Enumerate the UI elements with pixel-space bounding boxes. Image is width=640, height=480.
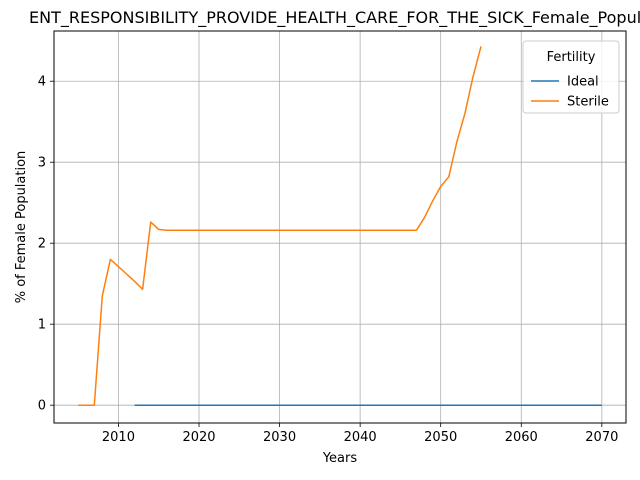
- series-line-sterile: [78, 46, 482, 406]
- x-tick-label: 2070: [585, 430, 618, 445]
- grid: [54, 31, 626, 423]
- x-tick-label: 2030: [263, 430, 296, 445]
- y-tick-label: 3: [38, 156, 46, 171]
- legend: Fertility Ideal Sterile: [522, 40, 620, 114]
- x-axis-label: Years: [322, 451, 358, 466]
- y-tick-label: 4: [38, 75, 46, 90]
- x-tick-label: 2020: [182, 430, 215, 445]
- legend-box: [522, 40, 620, 114]
- legend-entry: Sterile: [567, 95, 609, 110]
- legend-title: Fertility: [547, 50, 596, 65]
- x-tick-label: 2010: [102, 430, 135, 445]
- series-lines: [78, 46, 602, 406]
- x-tick-label: 2040: [344, 430, 377, 445]
- chart-title: ENT_RESPONSIBILITY_PROVIDE_HEALTH_CARE_F…: [29, 8, 640, 28]
- y-tick-label: 1: [38, 318, 46, 333]
- axis-ticks: 2010 2020 2030 2040 2050 2060 2070 0 1 2 3 4: [38, 75, 619, 445]
- x-tick-label: 2060: [505, 430, 538, 445]
- y-tick-label: 0: [38, 399, 46, 414]
- y-axis-label: % of Female Population: [14, 151, 29, 304]
- plot-frame: [53, 30, 627, 424]
- x-tick-label: 2050: [424, 430, 457, 445]
- legend-entry: Ideal: [567, 75, 599, 90]
- y-tick-label: 2: [38, 237, 46, 252]
